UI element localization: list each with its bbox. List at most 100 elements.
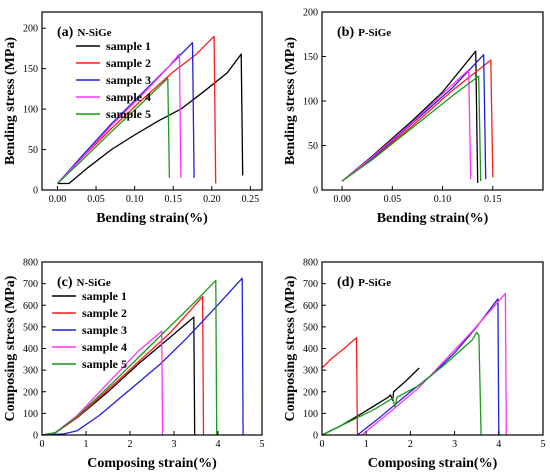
x-tick-label-c-2: 2 (128, 439, 133, 450)
y-tick-label-c-7: 700 (23, 279, 38, 290)
panel-label-c: (c) (57, 275, 73, 290)
x-tick-label-a-0: 0.00 (49, 194, 67, 205)
series-line-d-4 (361, 292, 507, 436)
legend-label-a-4: sample 4 (106, 90, 151, 104)
x-tick-label-d-1: 1 (364, 439, 369, 450)
y-tick-label-d-1: 100 (303, 409, 318, 420)
legend-label-a-5: sample 5 (106, 107, 151, 121)
x-tick-label-c-3: 3 (172, 439, 177, 450)
panel-title-c: (c) N-SiGe (57, 275, 111, 290)
series-line-a-5 (56, 77, 171, 184)
y-tick-label-d-2: 200 (303, 387, 318, 398)
y-tick-label-a-1: 50 (28, 145, 38, 156)
panel-c: 0 1 2 3 4 5 0 100 200 300 400 500 600 700 800 Composing… (3, 258, 265, 472)
y-tick-label-c-0: 0 (33, 431, 38, 442)
panel-title-a: (a) N-SiGe (57, 25, 112, 40)
x-tick-label-b-2: 0.10 (434, 194, 452, 205)
legend-c: sample 1 sample 2 sample 3 sample 4 sample 5 (52, 289, 127, 371)
x-axis-label-a: Bending strain(%) (96, 211, 208, 226)
y-tick-label-d-3: 300 (303, 366, 318, 377)
legend-label-c-4: sample 4 (82, 340, 127, 354)
y-tick-label-d-0: 0 (313, 431, 318, 442)
y-tick-label-d-4: 400 (303, 344, 318, 355)
legend-label-a-2: sample 2 (106, 56, 151, 70)
legend-a: sample 1 sample 2 sample 3 sample 4 sample 5 (76, 39, 151, 121)
y-tick-label-d-7: 700 (303, 279, 318, 290)
y-axis-label-d: Composing stress (MPa) (283, 275, 298, 421)
panel-title-d: (d) P-SiGe (337, 275, 391, 290)
panel-title-b: (b) P-SiGe (337, 25, 391, 40)
x-tick-label-c-1: 1 (84, 439, 89, 450)
y-axis-label-a: Bending stress (MPa) (3, 37, 18, 165)
x-tick-label-b-0: 0.00 (333, 194, 351, 205)
y-tick-label-a-2: 100 (23, 105, 38, 116)
x-axis-label-d: Composing strain(%) (368, 456, 498, 471)
x-tick-label-b-3: 0.15 (484, 194, 502, 205)
legend-label-c-5: sample 5 (82, 357, 127, 371)
y-axis-label-b: Bending stress (MPa) (283, 37, 298, 165)
series-line-d-5 (321, 331, 482, 436)
panel-subtitle-b: P-SiGe (358, 27, 391, 39)
y-tick-label-b-3: 150 (303, 52, 318, 63)
series-line-b-4 (341, 69, 472, 182)
x-tick-label-c-4: 4 (216, 439, 221, 450)
y-tick-label-b-1: 50 (308, 141, 318, 152)
legend-label-c-3: sample 3 (82, 323, 127, 337)
panel-label-d: (d) (337, 275, 354, 290)
legend-label-c-1: sample 1 (82, 289, 127, 303)
series-line-a-4 (56, 53, 182, 184)
legend-label-c-2: sample 2 (82, 306, 127, 320)
y-tick-label-b-4: 200 (303, 8, 318, 19)
y-tick-label-c-4: 400 (23, 344, 38, 355)
panel-subtitle-a: N-SiGe (77, 27, 111, 39)
series-line-b-1 (341, 50, 479, 183)
y-tick-label-c-8: 800 (23, 258, 38, 269)
x-tick-label-c-0: 0 (40, 439, 45, 450)
y-tick-label-d-8: 800 (303, 258, 318, 269)
x-tick-label-a-3: 0.15 (164, 194, 182, 205)
x-tick-label-a-4: 0.20 (203, 194, 221, 205)
y-tick-label-c-6: 600 (23, 301, 38, 312)
series-line-a-1 (57, 53, 244, 185)
x-tick-label-c-5: 5 (260, 439, 265, 450)
panel-d: 0 1 2 3 4 5 0 100 200 300 400 500 600 700 800 Composing… (283, 258, 546, 472)
y-tick-label-d-5: 500 (303, 322, 318, 333)
plot-frame-a (41, 11, 263, 191)
x-tick-label-b-1: 0.05 (384, 194, 402, 205)
x-tick-label-d-2: 2 (408, 439, 413, 450)
y-tick-label-b-0: 0 (313, 186, 318, 197)
y-tick-label-c-5: 500 (23, 322, 38, 333)
panel-subtitle-c: N-SiGe (77, 277, 111, 289)
x-tick-label-a-1: 0.05 (87, 194, 105, 205)
legend-label-a-1: sample 1 (106, 39, 151, 53)
legend-label-a-3: sample 3 (106, 73, 151, 87)
y-tick-label-c-3: 300 (23, 366, 38, 377)
plot-frame-d (321, 261, 544, 436)
y-tick-label-b-2: 100 (303, 97, 318, 108)
series-line-d-2 (321, 337, 359, 436)
panel-a: 0.00 0.05 0.10 0.15 0.20 0.25 0 50 100 150 200 Bend… (3, 11, 263, 226)
y-tick-label-c-2: 200 (23, 387, 38, 398)
x-tick-label-d-0: 0 (320, 439, 325, 450)
series-line-b-5 (341, 75, 482, 182)
panel-label-b: (b) (337, 25, 354, 40)
x-tick-label-a-2: 0.10 (126, 194, 144, 205)
series-line-d-3 (356, 298, 500, 436)
x-tick-label-d-3: 3 (452, 439, 457, 450)
panel-label-a: (a) (57, 25, 74, 40)
y-tick-label-a-0: 0 (33, 186, 38, 197)
y-tick-label-a-3: 150 (23, 64, 38, 75)
series-line-c-5 (41, 279, 218, 436)
x-tick-label-d-5: 5 (541, 439, 546, 450)
y-tick-label-c-1: 100 (23, 409, 38, 420)
x-tick-label-a-5: 0.25 (242, 194, 260, 205)
x-axis-label-c: Composing strain(%) (87, 456, 217, 471)
x-axis-label-b: Bending strain(%) (377, 211, 489, 226)
panel-subtitle-d: P-SiGe (358, 277, 391, 289)
plot-frame-c (41, 261, 263, 436)
x-tick-label-d-4: 4 (496, 439, 501, 450)
series-line-c-3 (41, 277, 244, 436)
series-line-a-3 (56, 42, 195, 184)
y-tick-label-d-6: 600 (303, 301, 318, 312)
